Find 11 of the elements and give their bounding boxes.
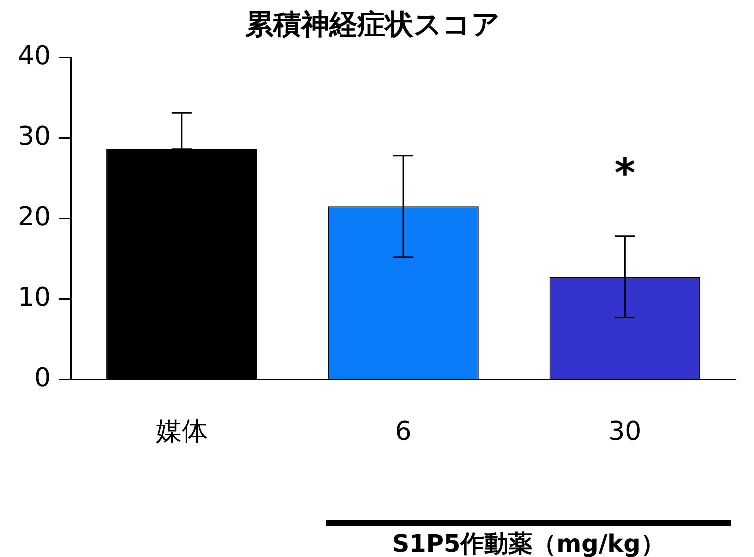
x-tick-label: 媒体 (156, 417, 208, 448)
x-tick-label: 6 (395, 417, 412, 448)
y-tick-label: 10 (18, 283, 52, 313)
y-tick-label: 30 (18, 122, 52, 152)
y-tick-label: 20 (18, 202, 52, 232)
chart-title: 累積神経症状スコア (244, 8, 500, 42)
x-axis-title: S1P5作動薬（mg/kg） (392, 529, 665, 557)
annotation: * (614, 150, 636, 197)
y-tick-label: 0 (34, 364, 52, 394)
y-tick-label: 40 (18, 41, 52, 72)
x-tick-label: 30 (608, 417, 642, 448)
